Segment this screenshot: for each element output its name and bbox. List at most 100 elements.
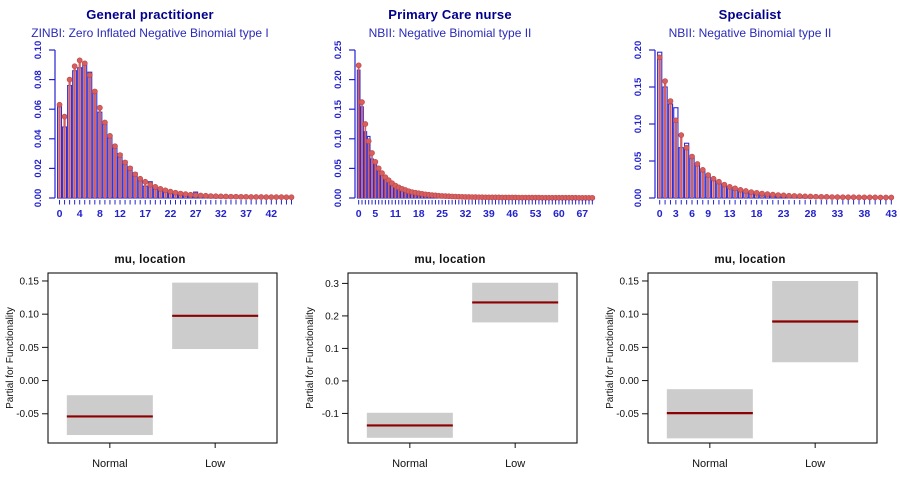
x-tick-label: 12 — [114, 208, 126, 220]
fitted-dot — [172, 189, 179, 196]
term-chart-primary-care-nurse: -0.1 0.0 0.1 0.2 0.3 Partial for Functionalit… — [305, 272, 578, 470]
fitted-dot — [359, 99, 365, 105]
fitted-dot — [753, 189, 760, 196]
fitted-dot — [662, 78, 668, 84]
fitted-dot — [162, 187, 169, 194]
x-tick-label: 17 — [139, 208, 151, 220]
y-tick-label: 0.02 — [33, 159, 44, 178]
term-interval-low: Low — [772, 280, 859, 470]
x-axis: 0 4 8 12 17 22 27 32 37 42 — [57, 200, 292, 220]
fitted-dot — [253, 194, 260, 200]
fitted-dot — [791, 193, 798, 199]
x-tick-label: 4 — [77, 208, 83, 220]
x-tick-label: 6 — [689, 208, 695, 220]
fitted-dot — [699, 167, 706, 173]
fitted-dot — [656, 54, 663, 61]
x-tick-label: 43 — [885, 208, 897, 220]
fitted-dot — [61, 113, 68, 120]
x-tick-label: 39 — [483, 208, 495, 220]
fitted-dot — [212, 193, 219, 200]
fitted-dot — [152, 184, 159, 190]
fitted-dot — [813, 193, 819, 200]
plot-box — [47, 272, 278, 444]
fitted-dot — [379, 170, 385, 176]
fitted-dot — [877, 194, 884, 201]
y-tick-label: 0.00 — [20, 376, 40, 387]
fitted-dot — [732, 185, 738, 192]
fitted-dot — [278, 194, 285, 200]
fitted-dot — [716, 178, 722, 185]
plot-box — [647, 272, 878, 444]
fitted-dot — [187, 191, 194, 198]
bottom-row-term-plots: mu, location -0.05 0.00 0.05 0.10 0.15 Partia… — [0, 240, 900, 479]
panel-primary-care-nurse: Primary Care nurse NBII: Negative Binomi… — [300, 0, 600, 240]
y-tick-label: 0.05 — [20, 343, 40, 354]
y-tick-label: 0.00 — [620, 376, 640, 387]
fitted-dot — [66, 76, 73, 83]
term-plot-title: mu, location — [114, 254, 186, 266]
x-tick-label: 42 — [265, 208, 277, 220]
fitted-dot — [845, 194, 852, 201]
fitted-dot — [56, 101, 63, 108]
y-tick-label: 0.10 — [633, 115, 644, 134]
fitted-dot — [142, 178, 149, 185]
panel-term-general-practitioner: mu, location -0.05 0.00 0.05 0.10 0.15 Partia… — [0, 240, 300, 479]
fitted-dot — [288, 194, 295, 201]
y-tick-label: 0.06 — [33, 100, 44, 119]
y-tick-label: 0.15 — [633, 77, 644, 96]
fitted-dot — [192, 192, 199, 199]
x-tick-label: 18 — [751, 208, 763, 220]
fitted-dot — [818, 193, 825, 200]
panel-general-practitioner: General practitioner ZINBI: Zero Inflate… — [0, 0, 300, 240]
fitted-dot — [218, 193, 224, 200]
term-axes: -0.05 0.00 0.05 0.10 0.15 Partial for Functio… — [5, 272, 278, 444]
fitted-distribution — [656, 54, 895, 201]
fitted-dot — [888, 194, 895, 201]
fitted-dot — [102, 119, 108, 126]
fitted-dot — [268, 194, 275, 200]
x-tick-label: 60 — [553, 208, 565, 220]
x-tick-label: 0 — [657, 208, 663, 220]
fitted-dot — [127, 165, 133, 172]
panel-title-general-practitioner: General practitioner — [86, 7, 214, 22]
y-axis-label: Partial for Functionality — [605, 307, 616, 409]
y-tick-label: 0.10 — [333, 130, 344, 149]
confidence-band — [66, 395, 153, 436]
fitted-dot — [71, 63, 78, 70]
y-tick-label: 0.05 — [620, 343, 640, 354]
y-tick-label: 0.25 — [333, 40, 344, 59]
fitted-dot — [157, 185, 164, 192]
x-tick-label: 0 — [356, 208, 362, 220]
term-chart-specialist: -0.05 0.00 0.05 0.10 0.15 Partial for Functio… — [605, 272, 878, 470]
x-tick-label: 27 — [190, 208, 202, 220]
panel-term-primary-care-nurse: mu, location -0.1 0.0 0.1 0.2 0.3 Partial for… — [300, 240, 600, 479]
y-tick-label: 0.00 — [33, 189, 44, 208]
fitted-dot — [759, 190, 765, 197]
y-axis: 0.00 0.05 0.10 0.15 0.20 0.25 — [333, 40, 356, 207]
fitted-dot — [202, 192, 209, 199]
fitted-distribution — [355, 62, 596, 201]
fitted-dot — [678, 132, 685, 138]
term-chart-general-practitioner: -0.05 0.00 0.05 0.10 0.15 Partial for Functio… — [5, 272, 278, 470]
fitted-dot — [861, 194, 868, 201]
term-axes: -0.1 0.0 0.1 0.2 0.3 Partial for Functionalit… — [305, 272, 578, 444]
fitted-dot — [283, 194, 290, 201]
fitted-dot — [872, 194, 878, 201]
fitted-dot — [207, 193, 214, 199]
x-tick-label: 11 — [390, 208, 401, 220]
panel-term-specialist: mu, location -0.05 0.00 0.05 0.10 0.15 Partia… — [600, 240, 900, 479]
term-plot-title: mu, location — [714, 254, 786, 266]
fitted-dot — [107, 132, 113, 139]
y-axis-label: Partial for Functionality — [5, 307, 16, 409]
category-label: Low — [805, 458, 825, 470]
y-tick-label: -0.05 — [616, 409, 639, 420]
y-axis: 0.00 0.02 0.04 0.06 0.08 0.10 — [33, 41, 56, 208]
fitted-dot — [802, 193, 808, 200]
fitted-dot — [748, 189, 755, 195]
x-tick-label: 46 — [506, 208, 518, 220]
x-tick-label: 37 — [240, 208, 252, 220]
x-tick-label: 32 — [460, 208, 472, 220]
histogram-bars — [356, 69, 595, 199]
histogram-bars — [57, 64, 294, 199]
